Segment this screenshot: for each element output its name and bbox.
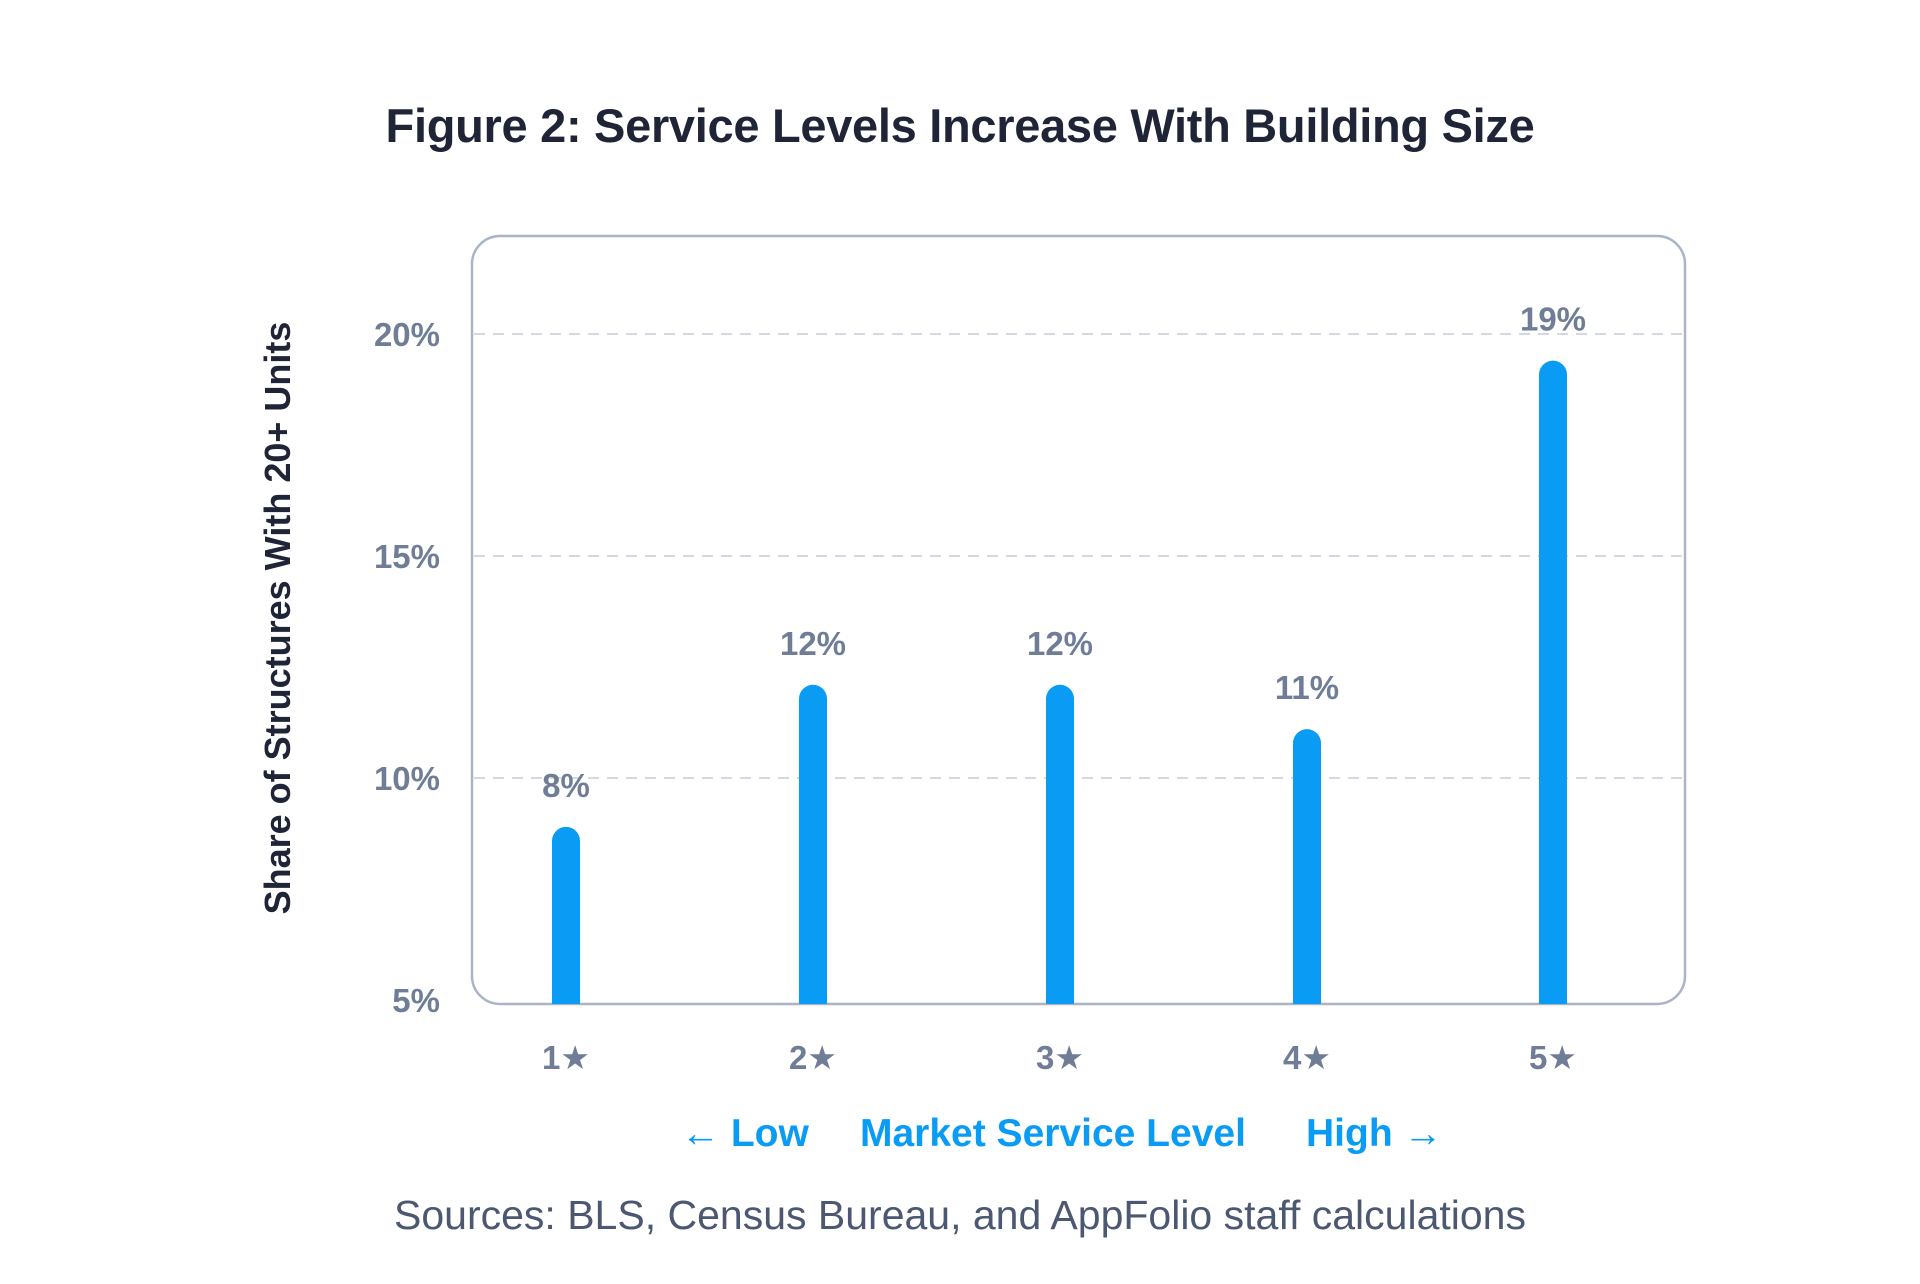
y-tick-label: 5% [392,982,440,1019]
bar [552,826,580,1004]
y-axis-ticks: 5% 10% 15% 20% [374,316,440,1019]
bar [1539,360,1567,1004]
x-axis-title-row: ← Low Market Service Level High → [0,1112,1920,1162]
x-axis-label: Market Service Level [860,1112,1246,1155]
bar-base [1539,976,1567,1004]
x-axis-high-label: High → [1306,1112,1443,1155]
x-tick-label: 1★ [542,1039,590,1076]
bar [1046,684,1074,1004]
bar [799,684,827,1004]
plot-frame [470,234,1687,1006]
x-tick-label: 5★ [1529,1039,1577,1076]
x-axis-low-label: ← Low [681,1112,809,1155]
chart-title: Figure 2: Service Levels Increase With B… [385,99,1535,152]
bar-base [552,976,580,1004]
y-tick-label: 15% [374,538,440,575]
x-tick-label: 2★ [789,1039,837,1076]
data-label: 11% [1275,669,1339,706]
data-labels: 8% 12% 12% 11% 19% [542,301,1586,804]
x-tick-label: 3★ [1036,1039,1084,1076]
gridlines [474,333,1683,779]
bar-base [1293,976,1321,1004]
bar-base [1046,976,1074,1004]
bars [552,360,1567,1004]
y-tick-label: 10% [374,760,440,797]
bar [1293,729,1321,1004]
data-label: 19% [1520,301,1586,338]
data-label: 12% [1027,625,1093,662]
sources-note: Sources: BLS, Census Bureau, and AppFoli… [394,1192,1526,1238]
data-label: 12% [780,625,846,662]
y-tick-label: 20% [374,316,440,353]
x-axis-ticks: 1★ 2★ 3★ 4★ 5★ [542,1039,1577,1076]
x-tick-label: 4★ [1283,1039,1331,1076]
data-label: 8% [542,767,590,804]
bar-base [799,976,827,1004]
